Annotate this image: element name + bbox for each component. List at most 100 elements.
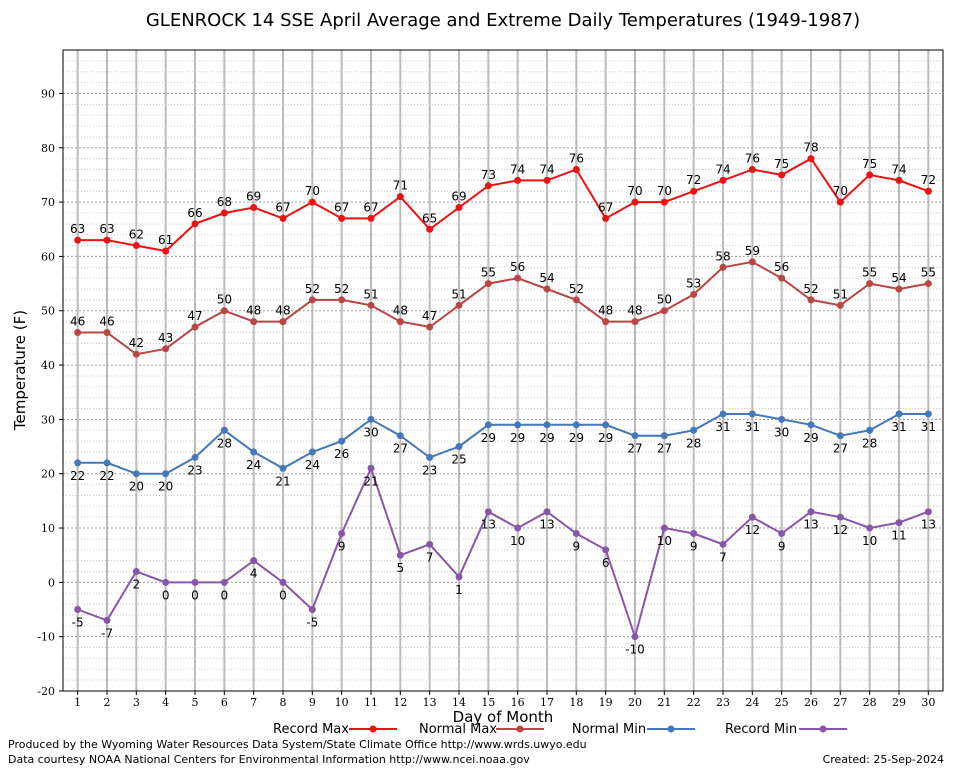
footer-produced-by: Produced by the Wyoming Water Resources … (8, 738, 587, 751)
x-tick-label: 17 (540, 696, 554, 709)
data-point (103, 328, 111, 336)
data-label: 0 (221, 588, 229, 602)
data-label: 55 (862, 266, 877, 280)
data-label: 61 (158, 233, 173, 247)
data-label: 56 (510, 260, 525, 274)
data-point (514, 421, 522, 429)
data-point (250, 557, 258, 565)
data-label: 13 (803, 518, 818, 532)
data-label: 72 (921, 173, 936, 187)
data-label: 74 (891, 162, 906, 176)
data-label: 29 (569, 431, 584, 445)
data-point (572, 166, 580, 174)
data-point (543, 421, 551, 429)
data-point (191, 453, 199, 461)
data-point (455, 443, 463, 451)
data-point (514, 524, 522, 532)
data-label: 63 (70, 222, 85, 236)
x-tick-label: 19 (599, 696, 613, 709)
data-label: 48 (275, 304, 290, 318)
data-point (484, 182, 492, 190)
data-point (690, 187, 698, 195)
data-point (367, 214, 375, 222)
x-tick-label: 12 (393, 696, 407, 709)
data-point (132, 350, 140, 358)
data-label: 0 (162, 588, 170, 602)
data-label: 70 (833, 184, 848, 198)
data-point (103, 236, 111, 244)
data-point (279, 578, 287, 586)
data-point (807, 155, 815, 163)
data-point (866, 426, 874, 434)
x-tick-label: 27 (833, 696, 847, 709)
x-tick-label: 13 (423, 696, 437, 709)
x-tick-label: 30 (921, 696, 935, 709)
data-label: 68 (217, 195, 232, 209)
x-tick-label: 23 (716, 696, 730, 709)
chart-title: GLENROCK 14 SSE April Average and Extrem… (146, 10, 860, 31)
data-label: 47 (187, 309, 202, 323)
series-line (77, 413, 929, 475)
data-point (74, 328, 82, 336)
data-point (924, 410, 932, 418)
data-point (690, 290, 698, 298)
data-point (455, 573, 463, 581)
data-label: 28 (217, 436, 232, 450)
data-label: 20 (129, 480, 144, 494)
x-tick-label: 14 (452, 696, 466, 709)
x-tick-label: 8 (280, 696, 287, 709)
legend-label: Normal Min (572, 722, 646, 737)
legend-label: Record Min (725, 722, 797, 737)
data-point (602, 318, 610, 326)
x-tick-label: 26 (804, 696, 818, 709)
data-point (250, 204, 258, 212)
footer-data-courtesy: Data courtesy NOAA National Centers for … (8, 753, 530, 766)
data-label: 2 (133, 577, 141, 591)
data-point (132, 567, 140, 575)
data-label: 52 (569, 282, 584, 296)
data-point (748, 166, 756, 174)
data-point (748, 258, 756, 266)
data-point (631, 633, 639, 641)
data-point (719, 410, 727, 418)
data-point (396, 318, 404, 326)
data-label: 27 (833, 442, 848, 456)
data-point (220, 209, 228, 217)
data-label: 10 (862, 534, 877, 548)
data-point (719, 540, 727, 548)
x-tick-label: 6 (221, 696, 228, 709)
data-label: 42 (129, 336, 144, 350)
data-point (514, 274, 522, 282)
data-label: 46 (99, 314, 114, 328)
data-label: 65 (422, 211, 437, 225)
x-axis-label: Day of Month (453, 708, 554, 726)
data-label: 9 (573, 539, 581, 553)
data-point (426, 323, 434, 331)
series-normal-max: 46 46 42 43 47 50 48 48 52 52 51 48 47 51 55 56 54 52 48 48… (70, 244, 936, 358)
data-point (778, 274, 786, 282)
data-label: 12 (833, 523, 848, 537)
data-label: 55 (481, 266, 496, 280)
data-point (279, 214, 287, 222)
data-point (836, 198, 844, 206)
data-label: 30 (363, 425, 378, 439)
y-tick-label: -20 (37, 685, 55, 698)
data-point (367, 415, 375, 423)
series-line (77, 260, 929, 356)
data-point (836, 301, 844, 309)
data-label: 30 (774, 425, 789, 439)
data-label: 23 (422, 463, 437, 477)
data-label: 48 (393, 304, 408, 318)
data-point (338, 214, 346, 222)
legend: Record Max Normal Max Normal Min Record Min (273, 722, 847, 737)
x-tick-label: 29 (892, 696, 906, 709)
series-line (77, 465, 929, 641)
series-line (77, 157, 929, 253)
data-label: 73 (481, 168, 496, 182)
y-tick-label: 20 (41, 468, 55, 481)
data-label: 24 (305, 458, 320, 472)
data-point (778, 171, 786, 179)
data-point (308, 448, 316, 456)
data-label: 12 (745, 523, 760, 537)
